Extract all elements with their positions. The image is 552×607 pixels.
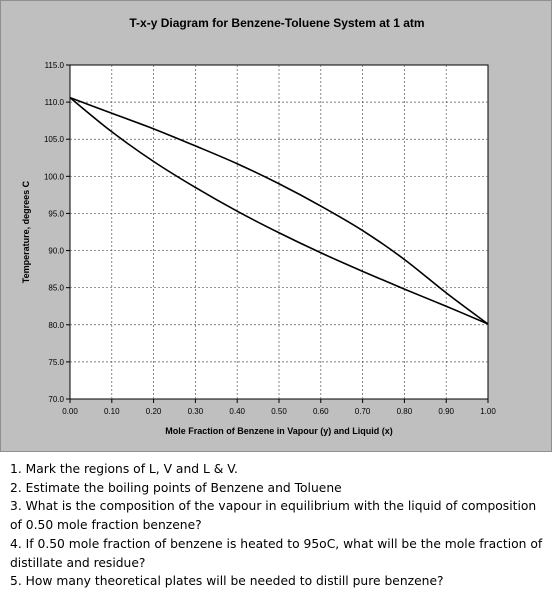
series-curves (69, 96, 489, 325)
question-4: 4. If 0.50 mole fraction of benzene is h… (10, 536, 543, 570)
y-tick-label: 105.0 (44, 135, 65, 144)
y-tick-label: 85.0 (48, 284, 64, 293)
x-tick-label: 0.50 (271, 407, 287, 416)
grid-lines (70, 65, 488, 399)
y-axis-label: Temperature, degrees C (21, 180, 31, 283)
x-tick-label: 0.90 (438, 407, 454, 416)
x-tick-label: 0.20 (146, 407, 162, 416)
y-tick-label: 75.0 (48, 358, 64, 367)
y-tick-label: 95.0 (48, 209, 64, 218)
chart-title: T-x-y Diagram for Benzene-Toluene System… (129, 16, 424, 30)
x-tick-label: 0.30 (188, 407, 204, 416)
question-2: 2. Estimate the boiling points of Benzen… (10, 480, 342, 495)
y-tick-label: 80.0 (48, 321, 64, 330)
bubble-point-curve (69, 97, 489, 325)
question-3: 3. What is the composition of the vapour… (10, 499, 537, 533)
y-tick-label: 90.0 (48, 247, 64, 256)
question-1: 1. Mark the regions of L, V and L & V. (10, 462, 238, 476)
y-tick-label: 110.0 (45, 98, 65, 107)
dew-point-curve (69, 96, 489, 325)
axis-ticks: 0.00 0.10 0.20 0.30 0.40 0.50 0.60 0.70 0.80 0.90… (44, 61, 496, 416)
x-tick-label: 0.10 (104, 407, 120, 416)
x-tick-label: 0.80 (397, 407, 413, 416)
y-tick-label: 115.0 (45, 61, 65, 70)
y-tick-label: 100.0 (44, 172, 65, 181)
chart-panel: T-x-y Diagram for Benzene-Toluene System… (0, 0, 552, 452)
x-tick-label: 0.40 (229, 407, 245, 416)
y-tick-label: 70.0 (48, 395, 64, 404)
x-tick-label: 0.60 (313, 407, 329, 416)
x-tick-label: 1.00 (480, 407, 496, 416)
x-tick-label: 0.70 (355, 407, 371, 416)
question-5: 5. How many theoretical plates will be n… (10, 574, 444, 589)
txy-chart: T-x-y Diagram for Benzene-Toluene System… (21, 16, 496, 436)
question-list: 1. Mark the regions of L, V and L & V. 2… (10, 460, 545, 591)
x-tick-label: 0.00 (62, 407, 78, 416)
x-axis-label: Mole Fraction of Benzene in Vapour (y) a… (165, 426, 393, 436)
